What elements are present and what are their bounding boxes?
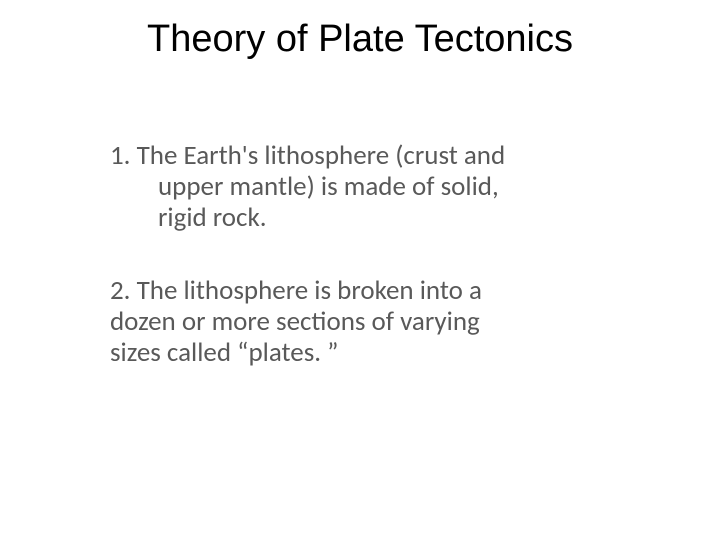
- point-2-line-2: dozen or more sections of varying: [110, 305, 480, 338]
- point-2-line-1: 2. The lithosphere is broken into a: [110, 274, 482, 307]
- slide-body: 1. The Earth's lithosphere (crust and up…: [110, 140, 610, 368]
- point-1-line-1: 1. The Earth's lithosphere (crust and: [110, 139, 505, 172]
- point-1-line-2: upper mantle) is made of solid,: [110, 171, 610, 202]
- point-1-line-3: rigid rock.: [110, 202, 610, 233]
- point-1: 1. The Earth's lithosphere (crust and up…: [110, 140, 610, 233]
- point-2-line-3: sizes called “plates. ”: [110, 336, 339, 369]
- point-2: 2. The lithosphere is broken into a doze…: [110, 275, 610, 368]
- slide: Theory of Plate Tectonics 1. The Earth's…: [0, 0, 720, 540]
- slide-title: Theory of Plate Tectonics: [0, 18, 720, 61]
